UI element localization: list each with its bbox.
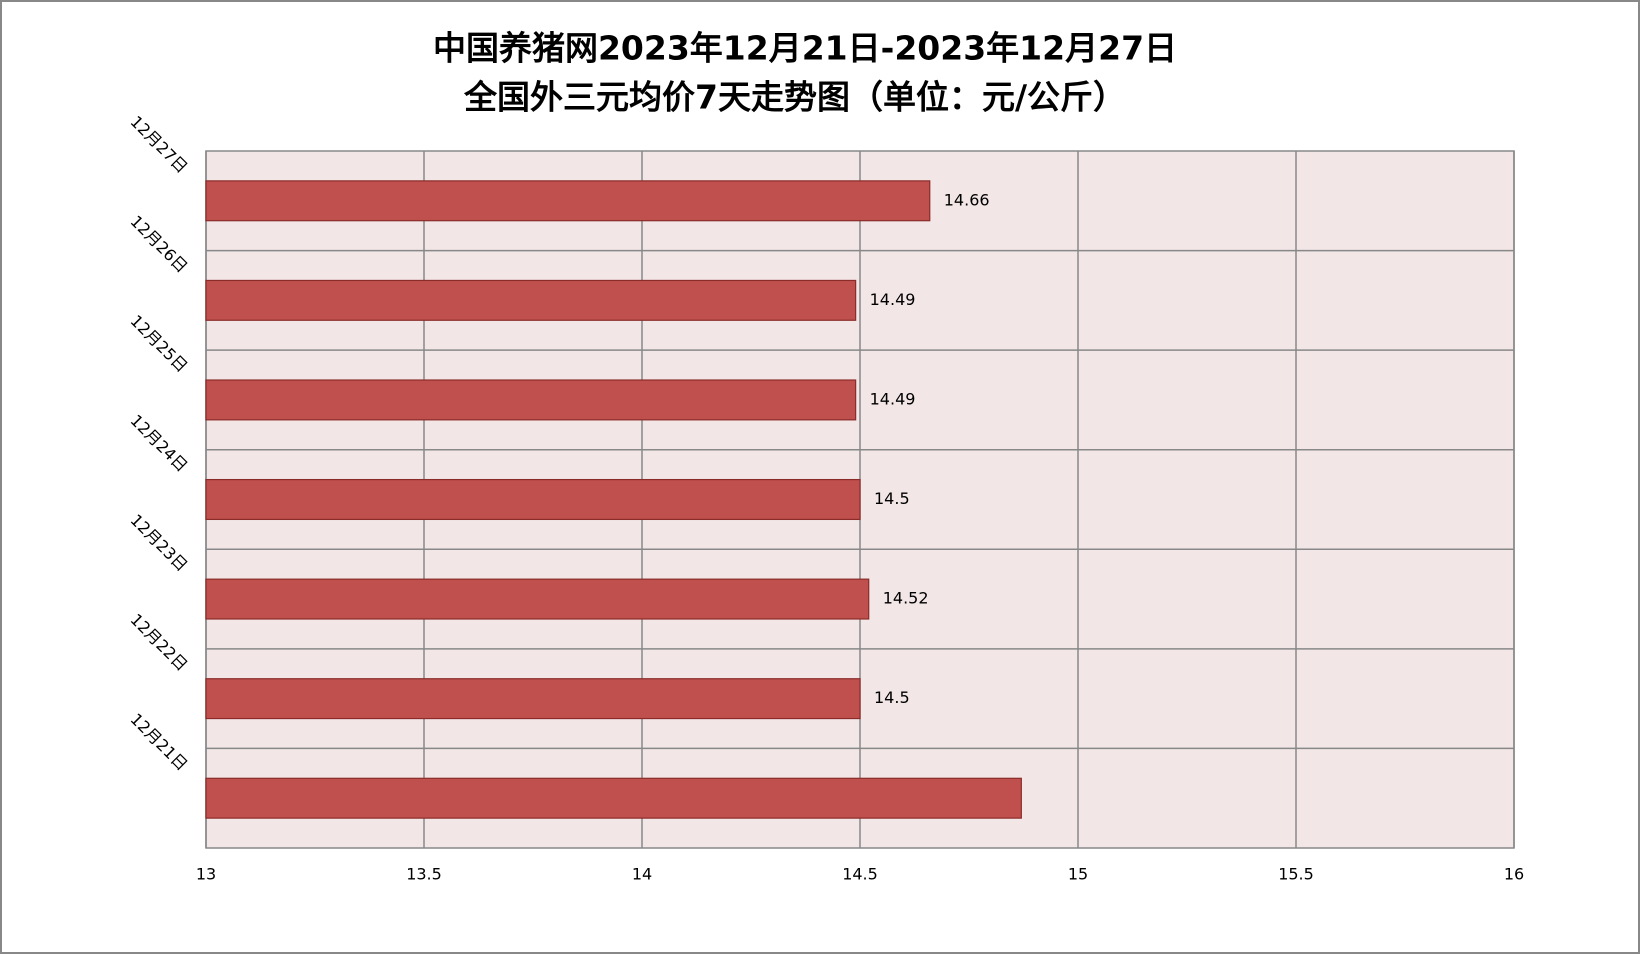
data-label: 14.49 [870, 389, 916, 408]
bar [205, 379, 857, 421]
bar [205, 678, 861, 720]
bar [205, 578, 870, 620]
x-tick-label: 15.5 [1278, 865, 1314, 884]
x-tick-label: 13 [196, 865, 216, 884]
x-tick-label: 15 [1068, 865, 1088, 884]
chart-title: 中国养猪网2023年12月21日-2023年12月27日 [433, 29, 1177, 68]
x-tick-label: 13.5 [406, 865, 442, 884]
x-tick-label: 14.5 [842, 865, 878, 884]
x-tick-label: 16 [1504, 865, 1524, 884]
data-label: 14.5 [874, 688, 910, 707]
data-label: 14.66 [944, 190, 990, 209]
data-label: 14.49 [870, 290, 916, 309]
x-tick-label: 14 [632, 865, 652, 884]
bar [205, 777, 1022, 819]
chart-title: 全国外三元均价7天走势图（单位：元/公斤） [463, 78, 1126, 117]
bar [205, 478, 861, 521]
bar [205, 279, 857, 321]
data-label: 14.52 [883, 589, 929, 608]
data-label: 14.5 [874, 489, 910, 508]
bar [205, 180, 931, 222]
